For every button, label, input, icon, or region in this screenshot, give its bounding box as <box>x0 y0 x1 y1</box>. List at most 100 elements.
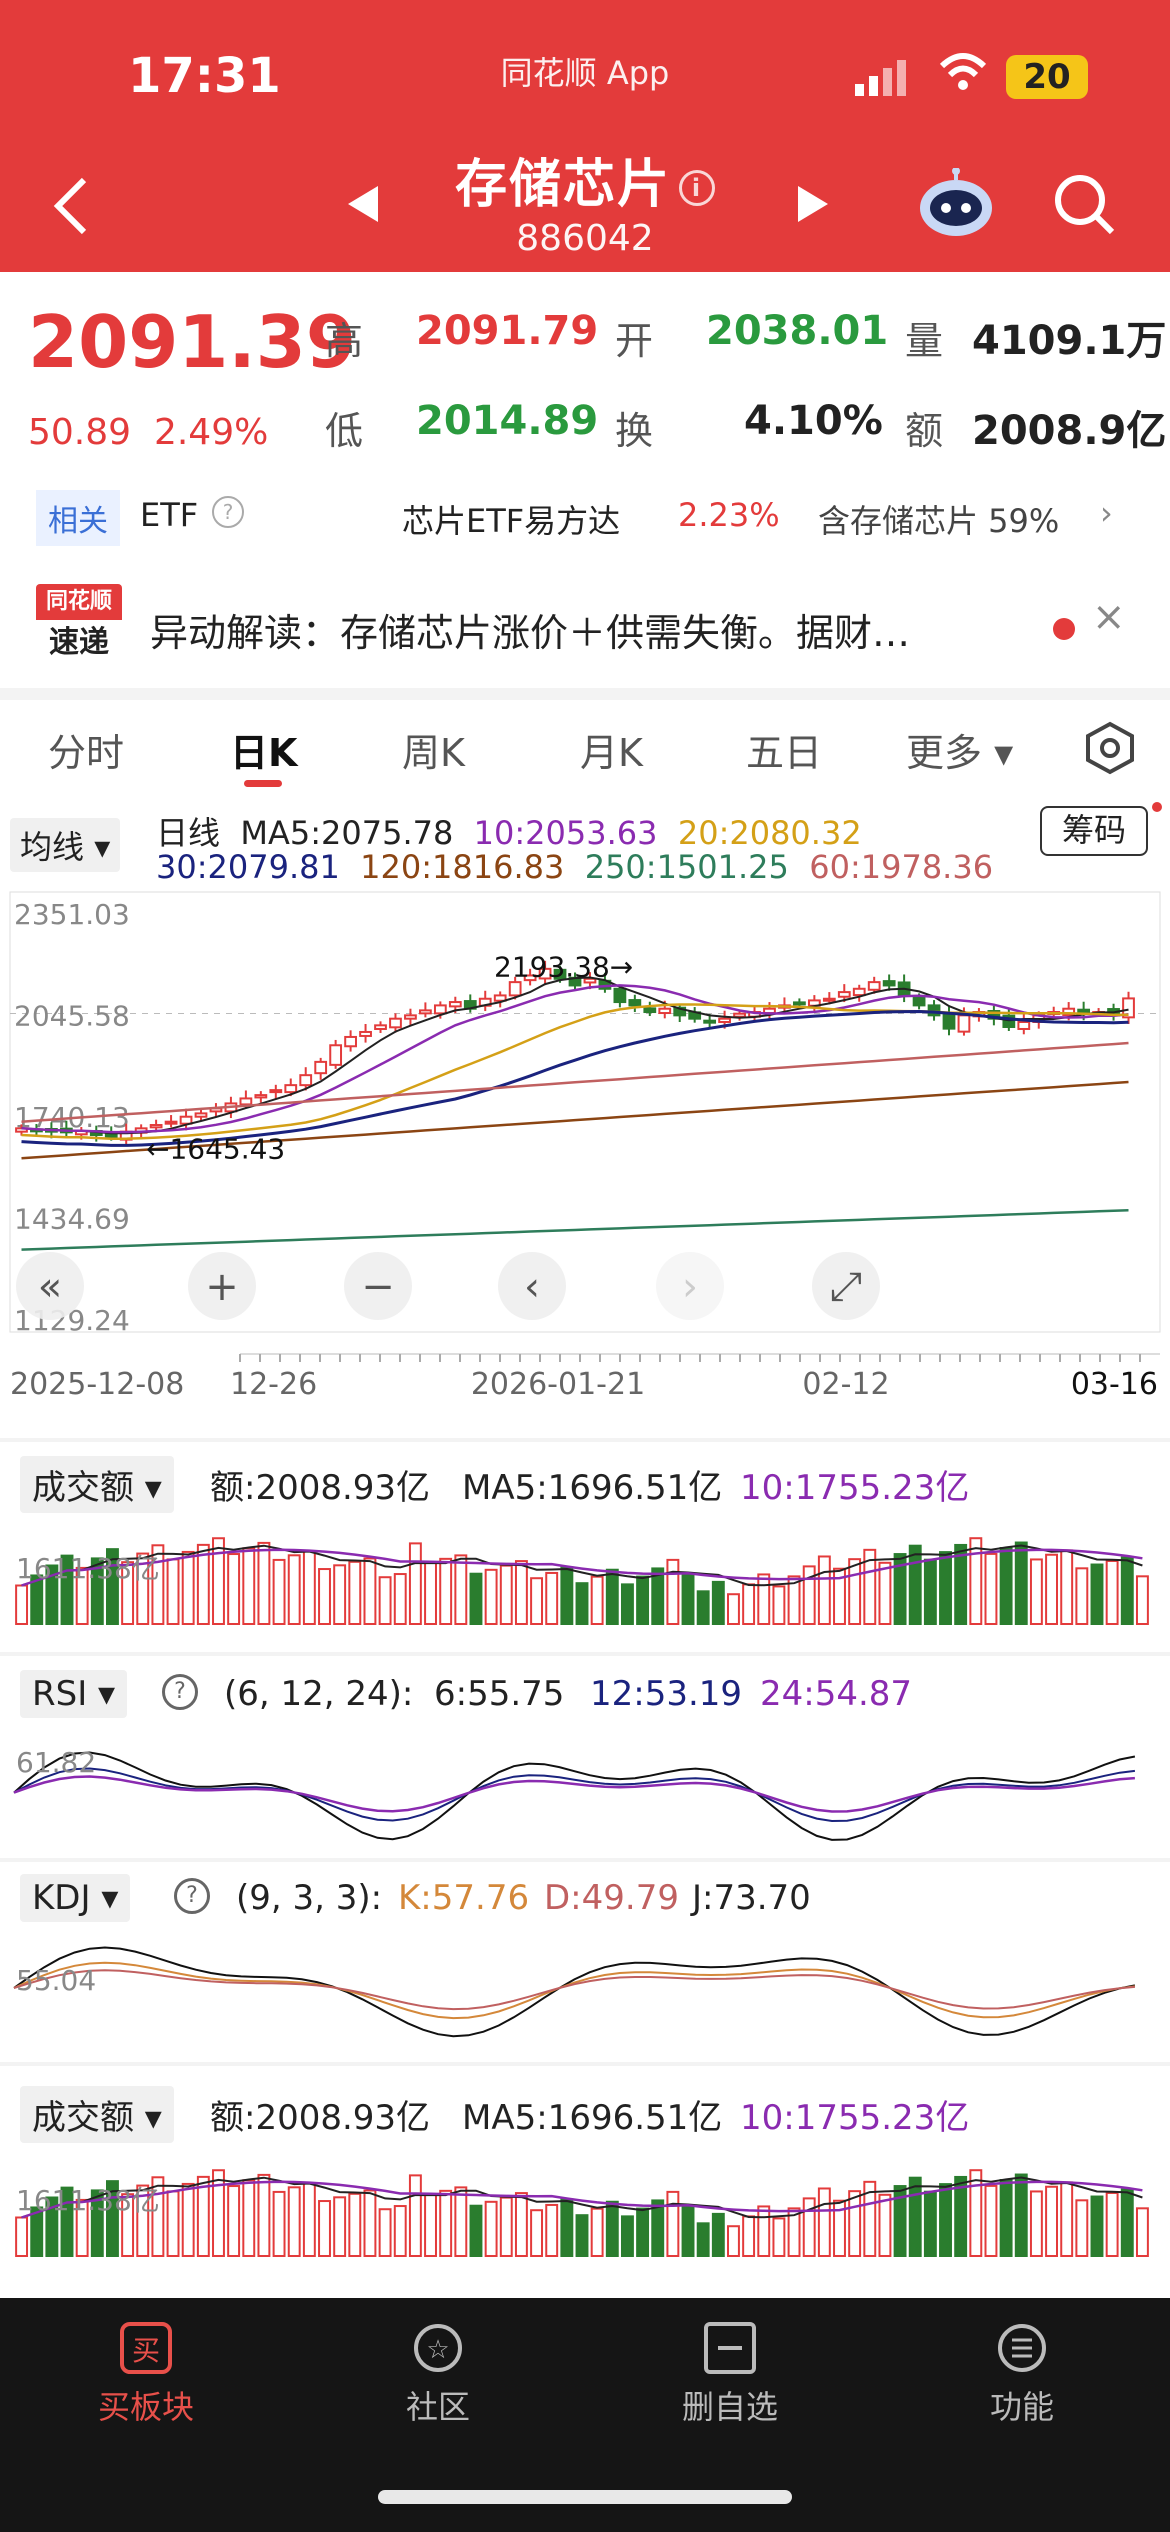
x-tick-label: 12-26 <box>230 1367 317 1402</box>
nav-buy-sector[interactable]: 买 买板块 <box>46 2322 246 2428</box>
ma120-value: 120:1816.83 <box>360 848 565 886</box>
candle-body <box>1017 1021 1031 1030</box>
tab-monthly-k[interactable]: 月K <box>580 731 643 775</box>
volume-bar <box>499 2196 513 2257</box>
stock-code: 886042 <box>516 218 654 259</box>
volume-bar <box>1090 1563 1104 1625</box>
rsi-chart[interactable]: 61.82 <box>0 1714 1170 1854</box>
volume-bar <box>106 1548 119 1625</box>
turnover2-ma10: 10:1755.23亿 <box>740 2098 970 2138</box>
nav-remove-watchlist[interactable]: 删自选 <box>630 2322 830 2428</box>
settings-hex-icon[interactable] <box>1082 720 1138 776</box>
volume-bar <box>545 1571 559 1625</box>
chip-distribution-button[interactable]: 筹码 <box>1040 806 1148 856</box>
kdj-y-label: 55.04 <box>16 1964 96 1997</box>
volume-bar <box>1045 2185 1058 2257</box>
volume-bar <box>454 1554 468 1625</box>
candle-body <box>314 1060 328 1075</box>
ma-toggle[interactable]: 均线 ▾ <box>10 818 121 872</box>
next-stock-icon[interactable] <box>796 184 830 224</box>
volume-bar <box>530 2209 544 2257</box>
volume-bar <box>590 2207 604 2257</box>
turnover-toggle[interactable]: 成交额 ▾ <box>20 1456 174 1513</box>
volume-bar <box>787 1575 801 1625</box>
volume-bar <box>711 1580 725 1626</box>
tab-weekly-k[interactable]: 周K <box>402 731 465 775</box>
chart-control-button <box>498 1252 566 1320</box>
kdj-toggle[interactable]: KDJ ▾ <box>20 1874 131 1922</box>
candle-body <box>538 967 552 980</box>
help-icon[interactable]: ? <box>212 496 244 528</box>
volume-bar <box>257 2173 271 2258</box>
news-banner[interactable]: 同花顺 速递 异动解读：存储芯片涨价＋供需失衡。据财… × <box>0 578 1170 678</box>
volume-bar <box>681 2204 695 2257</box>
candle-body <box>867 981 881 991</box>
volume-bar <box>757 1573 771 1625</box>
candle-body <box>164 1120 178 1125</box>
volume-bar <box>560 1566 574 1626</box>
volume-bar <box>499 1564 513 1625</box>
ma-label: 日线 <box>156 814 221 852</box>
volume-bar <box>30 1574 44 1625</box>
candle-body <box>1062 1007 1076 1017</box>
volume-bar <box>181 1550 195 1626</box>
candle-body <box>942 1012 956 1030</box>
volume-bar <box>439 1557 453 1625</box>
stat-value-high: 2091.79 <box>416 308 599 354</box>
volume-bar <box>333 1564 347 1625</box>
candle-body <box>269 1089 283 1094</box>
turnover-chart[interactable]: 1611.38亿 <box>0 1500 1170 1650</box>
stat-value-amount: 2008.9亿 <box>972 408 1167 454</box>
chart-control-button <box>16 1252 84 1320</box>
battery-indicator: 20 <box>1006 55 1088 99</box>
nav-community[interactable]: ☆ 社区 <box>338 2322 538 2428</box>
tab-five-day[interactable]: 五日 <box>746 731 823 775</box>
stat-value-low: 2014.89 <box>416 398 599 444</box>
kdj-chart[interactable]: 55.04 <box>0 1918 1170 2058</box>
status-time: 17:31 <box>128 48 281 104</box>
signal-icon <box>855 60 906 96</box>
stat-value-open: 2038.01 <box>706 308 889 354</box>
volume-ma10-line <box>21 2180 1143 2219</box>
volume-bar <box>772 1585 786 1625</box>
turnover2-toggle[interactable]: 成交额 ▾ <box>20 2086 174 2143</box>
candle-body <box>882 980 896 987</box>
turnover2-chart[interactable]: 1611.38亿 <box>0 2132 1170 2282</box>
divider <box>0 2062 1170 2066</box>
volume-bar <box>727 2225 740 2258</box>
tab-intraday[interactable]: 分时 <box>48 731 125 775</box>
back-icon[interactable] <box>50 176 90 236</box>
kline-chart[interactable]: 2351.032045.581740.131434.691129.242193.… <box>0 882 1170 1402</box>
turnover-tag: 成交额 <box>32 1468 134 1508</box>
info-icon[interactable]: i <box>679 170 715 206</box>
chart-control-button <box>812 1252 880 1320</box>
candle-body <box>149 1124 163 1129</box>
volume-bar <box>136 1552 150 1625</box>
volume-bar <box>545 2203 559 2257</box>
volume-bar <box>318 1568 331 1625</box>
candle-body <box>733 1012 746 1018</box>
rsi-help-icon[interactable]: ? <box>162 1674 198 1710</box>
kdj-params: (9, 3, 3): <box>236 1878 383 1918</box>
volume-bar <box>939 1551 952 1625</box>
previous-stock-icon[interactable] <box>346 184 380 224</box>
related-etf-row[interactable]: 相关 ETF ? 芯片ETF易方达 2.23% 含存储芯片 59% › <box>0 490 1170 560</box>
volume-bar <box>272 2190 286 2257</box>
ai-assistant-icon[interactable] <box>918 168 994 238</box>
volume-bar <box>196 2175 210 2257</box>
search-icon[interactable] <box>1052 172 1116 236</box>
volume-bar <box>575 2214 589 2257</box>
tab-daily-k[interactable]: 日K <box>230 731 298 775</box>
close-icon[interactable]: × <box>1092 594 1126 640</box>
volume-bar <box>318 2200 331 2257</box>
nav-functions[interactable]: 功能 <box>922 2322 1122 2428</box>
tab-more[interactable]: 更多 ▾ <box>906 731 1014 775</box>
kdj-help-icon[interactable]: ? <box>174 1878 210 1914</box>
rsi-toggle[interactable]: RSI ▾ <box>20 1670 128 1718</box>
turnover2-amount: 额:2008.93亿 <box>210 2098 431 2138</box>
volume-bar <box>651 2199 665 2257</box>
volume-bar <box>711 2212 725 2258</box>
volume-bar <box>227 1553 241 1625</box>
volume-bar <box>287 2186 301 2257</box>
volume-bar <box>954 1543 968 1625</box>
